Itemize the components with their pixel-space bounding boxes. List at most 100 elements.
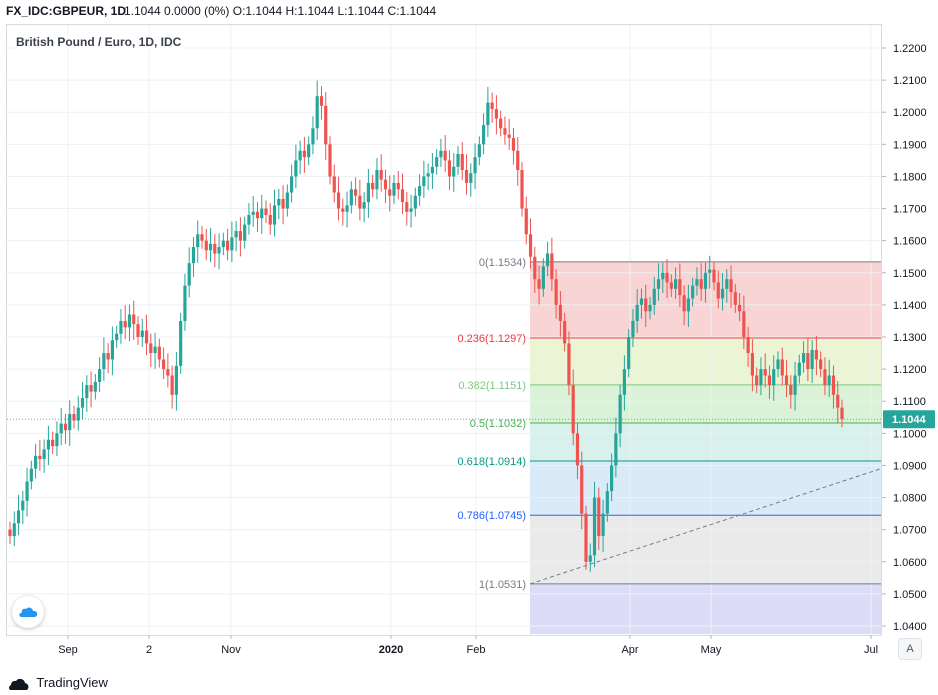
candle-body [187,263,191,286]
price-tick-label: 1.0800 [893,493,927,505]
candle-body [371,182,375,190]
candle-body [750,353,754,376]
time-tick-label: 2 [146,644,152,656]
candle-body [588,555,592,562]
candle-body [251,211,255,215]
candle-body [443,150,447,161]
candle-body [678,279,682,296]
candle-body [418,186,422,196]
candle-body [25,481,29,501]
candle-body [196,234,200,248]
candle-body [661,272,665,280]
candle-body [550,253,554,280]
candle-body [729,279,733,293]
time-tick-label: Nov [221,644,241,656]
candle-body [810,349,814,370]
candle-body [430,166,434,174]
candle-body [272,205,277,225]
time-axis: Sep 2 Nov 2020 Feb Apr May Jul [58,635,878,656]
candle-body [435,157,439,167]
candle-body [746,337,750,354]
candle-body [695,279,699,286]
price-tick-label: 1.0700 [893,525,927,537]
candle-body [712,269,716,283]
price-tick-label: 1.1100 [893,396,926,408]
time-tick-label: Jul [864,644,878,656]
candle-body [580,465,584,514]
candle-body [375,170,379,190]
candle-body [217,247,221,254]
candle-body [648,304,652,312]
candle-body [281,198,285,209]
candle-body [686,298,690,312]
candle-body [759,369,763,386]
candle-body [528,234,533,257]
candle-body [34,455,38,469]
candle-body [328,144,332,177]
candle-body [302,150,306,158]
candle-body [230,237,234,251]
candle-body [520,170,524,209]
candle-body [635,304,639,321]
candle-body [597,497,601,537]
symbol-label[interactable]: FX_IDC:GBPEUR, 1D [6,4,127,18]
fib-zone [530,460,881,516]
candle-body [409,208,413,212]
candle-body [285,192,289,209]
candle-body [162,359,166,370]
candle-body [55,433,59,447]
ohlc-readout: 1.1044 0.0000 (0%) O:1.1044 H:1.1044 L:1… [124,4,437,18]
candle-body [725,279,729,289]
candle-body [802,353,806,363]
price-tick-label: 1.1400 [893,300,927,312]
candle-body [460,153,464,171]
candle-body [59,423,63,434]
tradingview-logo-button[interactable] [12,596,44,628]
candle-body [554,279,558,305]
candle-body [524,208,528,235]
fib-level-label: 0.382(1.1151) [458,380,526,392]
candle-body [691,285,695,299]
candle-body [388,189,392,196]
candle-body [482,125,486,145]
candle-body [383,179,388,190]
candle-body [789,385,793,395]
candle-body [170,375,174,395]
candle-body [563,320,567,344]
candle-body [639,298,644,305]
candle-body [115,333,119,341]
candle-body [132,314,136,325]
candle-body [42,449,46,460]
trend-line [529,468,882,585]
candle-body [89,385,93,392]
auto-scale-button[interactable]: A [898,638,922,660]
candle-body [110,340,114,360]
candle-body [644,298,648,312]
candle-body [447,160,452,177]
candle-body [456,153,460,167]
candle-body [793,375,797,395]
candle-body [324,105,328,145]
candle-body [477,144,481,158]
time-tick-label: Apr [621,644,638,656]
candle-body [738,304,742,312]
candle-body [174,365,178,395]
candle-body [80,398,85,408]
candle-body [755,375,759,386]
candle-body [140,330,144,337]
candle-body [16,510,21,524]
candle-body [345,205,349,212]
candle-body [490,102,494,110]
footer-brand[interactable]: TradingView [8,673,108,693]
fib-zone [530,337,881,385]
candle-body [614,433,618,466]
candle-body [392,182,396,196]
chart-title: British Pound / Euro, 1D, IDC [14,35,184,49]
candle-body [264,208,268,215]
candle-body [439,150,443,158]
candle-body [349,189,353,206]
candle-body [507,134,511,138]
candle-body [473,157,477,174]
candle-body [119,320,123,334]
